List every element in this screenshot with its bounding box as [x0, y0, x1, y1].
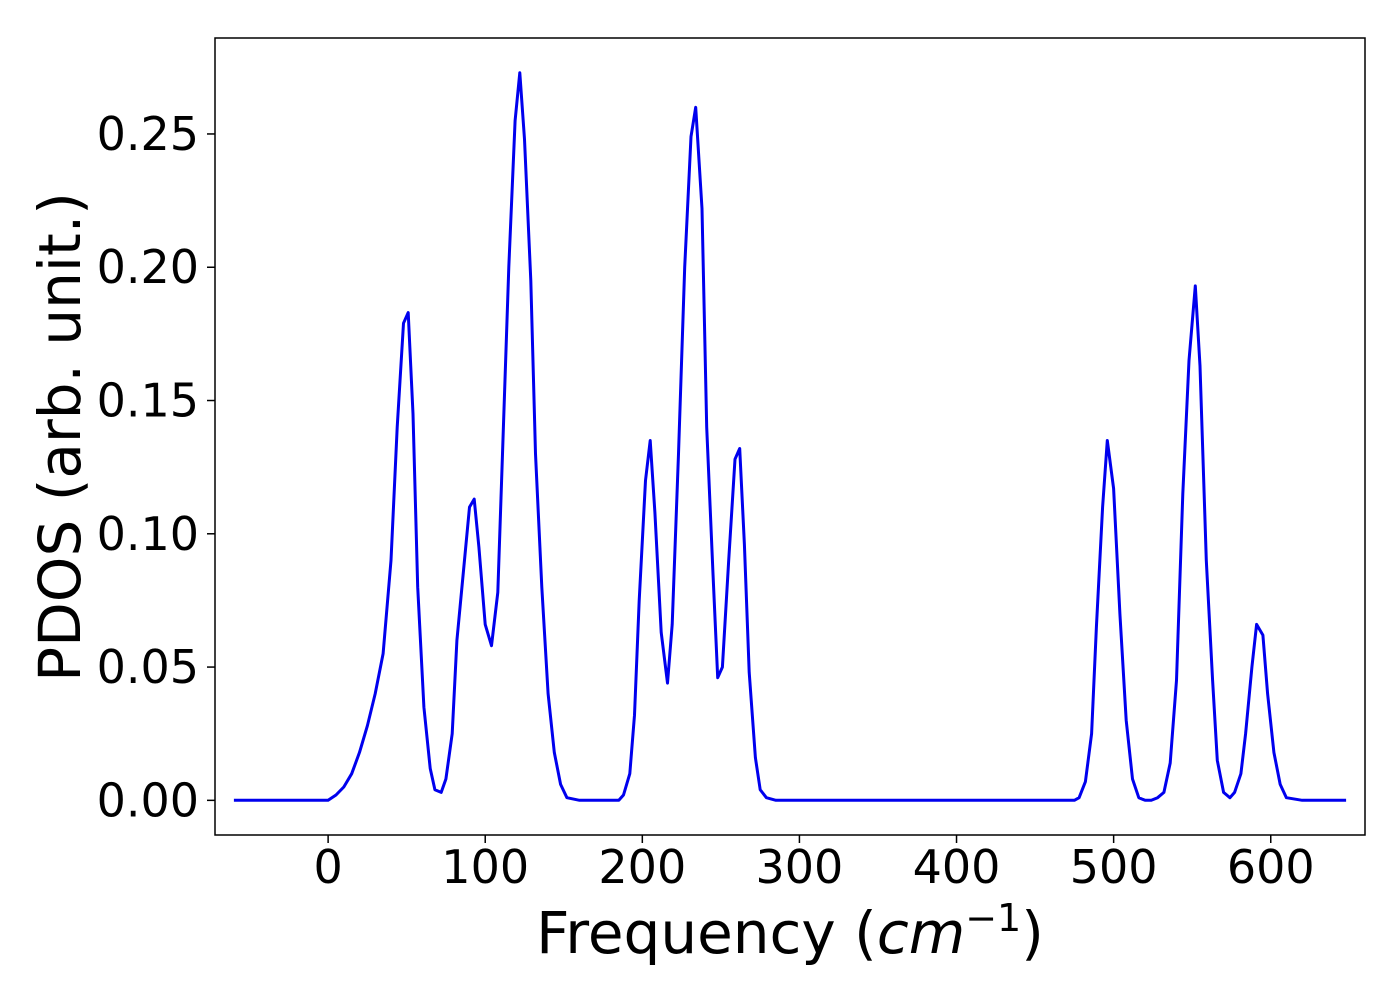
x-tick-label: 500: [1070, 840, 1158, 894]
y-tick-label: 0.15: [97, 374, 199, 428]
x-tick-label: 0: [313, 840, 342, 894]
y-axis: 0.00 0.05 0.10 0.15 0.20 0.25: [97, 107, 215, 827]
y-axis-label: PDOS (arb. unit.): [26, 192, 94, 682]
x-tick-label: 100: [441, 840, 529, 894]
x-axis-label: Frequency (cm−1): [536, 896, 1044, 967]
plot-area-frame: [214, 37, 1366, 836]
y-tick-label: 0.05: [97, 640, 199, 694]
pdos-series-line: [233, 71, 1347, 802]
y-tick-label: 0.20: [97, 240, 199, 294]
y-tick-label: 0.25: [97, 107, 199, 161]
x-tick-label: 200: [598, 840, 686, 894]
y-tick-label: 0.10: [97, 507, 199, 561]
x-tick-label: 300: [756, 840, 844, 894]
x-axis: 0 100 200 300 400 500 600: [313, 835, 1315, 894]
x-tick-label: 400: [913, 840, 1001, 894]
y-tick-label: 0.00: [97, 773, 199, 827]
x-tick-label: 600: [1227, 840, 1315, 894]
